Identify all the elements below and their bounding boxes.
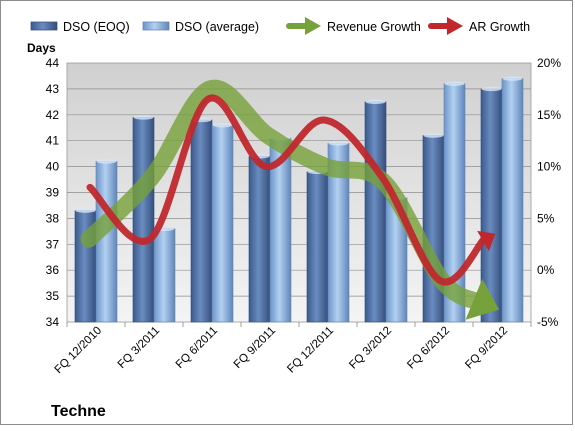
legend-dso-average-swatch [142,21,170,31]
revenue-growth-line [80,79,489,311]
legend-dso-eoq-swatch [30,21,58,31]
x-tick-label: FQ 6/2012 [405,325,452,372]
x-tick-label: FQ 9/2011 [232,325,278,371]
bar-dso-eoq [364,101,387,323]
y-tick-label: 38 [46,211,60,225]
legend-revenue-growth-swatch-head [305,17,321,35]
legend-dso-eoq-label: DSO (EOQ) [63,20,130,34]
legend-ar-growth: AR Growth [428,17,530,35]
bar-dso-eoq [132,117,155,323]
bar-dso-average [153,228,176,323]
y2-tick-label: 5% [537,211,555,225]
y-tick-label: 42 [46,108,60,122]
bar-dso-eoq-cap [133,115,154,120]
bar-dso-average-cap [96,159,117,164]
y2-tick-label: 10% [537,160,561,174]
bar-dso-eoq [306,171,329,323]
y-tick-label: 41 [46,134,60,148]
bar-dso-eoq-cap [365,99,386,105]
chart-title: Techne [51,403,106,420]
y-tick-label: 40 [46,160,60,174]
revenue-growth-arrowhead [465,278,500,320]
y-tick-label: 37 [46,237,60,251]
bar-dso-average-cap [502,76,523,81]
y2-tick-label: 0% [537,263,555,277]
legend-dso-average-label: DSO (average) [175,20,259,34]
bar-dso-eoq-cap [423,133,444,138]
ar-growth-arrowhead [477,230,496,252]
y-tick-label: 43 [46,82,60,96]
x-tick-label: FQ 9/2012 [463,325,510,372]
y-axis-title: Days [27,41,56,55]
bar-dso-average [501,78,524,323]
bar-dso-average [95,161,118,323]
x-tick-label: FQ 6/2011 [174,325,220,371]
x-tick-label: FQ 12/2011 [285,325,336,376]
legend-dso-average: DSO (average) [142,20,259,34]
bar-dso-eoq-cap [75,208,96,213]
bar-dso-average [211,124,234,323]
legend-dso-eoq: DSO (EOQ) [30,20,130,34]
y-tick-label: 39 [46,186,60,200]
x-tick-label: FQ 3/2011 [116,325,162,371]
legend-revenue-growth: Revenue Growth [286,17,421,35]
x-tick-label: FQ 3/2012 [347,325,394,372]
ar-growth-line [86,94,488,286]
y-tick-label: 36 [46,263,60,277]
legend-ar-growth-label: AR Growth [469,20,530,34]
bar-dso-average-cap [212,122,233,128]
y-tick-label: 35 [46,289,60,303]
legend-ar-growth-swatch-head [447,17,463,35]
bar-dso-eoq [190,119,213,323]
y2-tick-label: -5% [537,315,559,329]
y-tick-label: 44 [46,56,60,70]
bar-dso-average-cap [444,81,465,86]
bar-dso-eoq [248,155,271,323]
y2-tick-label: 15% [537,108,561,122]
bar-dso-eoq [422,135,445,323]
legend-revenue-growth-label: Revenue Growth [327,20,421,34]
x-tick-label: FQ 12/2010 [53,325,104,376]
bar-dso-eoq-cap [481,86,502,92]
bar-dso-average-cap [328,141,349,146]
y2-tick-label: 20% [537,56,561,70]
y-tick-label: 34 [46,315,60,329]
